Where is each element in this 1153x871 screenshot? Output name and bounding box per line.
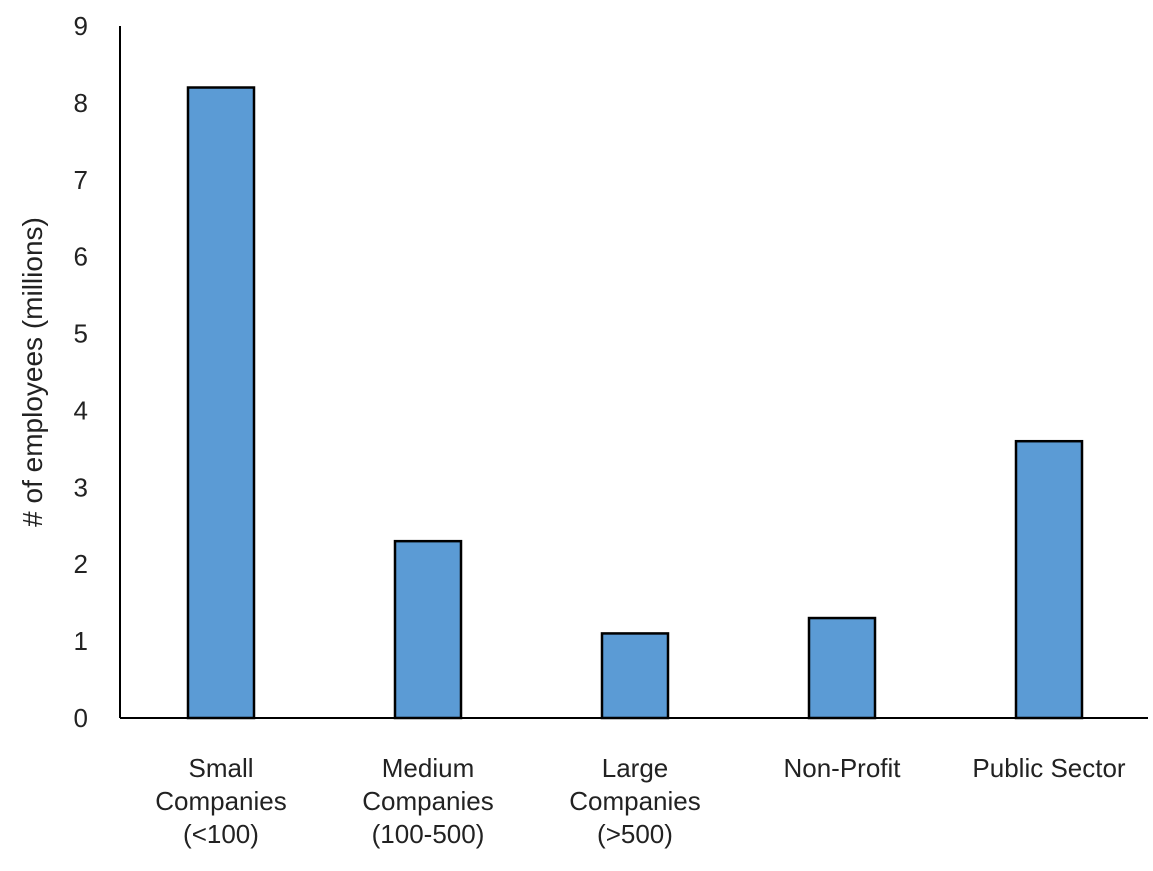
bar bbox=[600, 632, 670, 720]
x-category-label: Large Companies (>500) bbox=[569, 753, 701, 849]
y-tick-label: 5 bbox=[74, 319, 88, 349]
y-tick-label: 4 bbox=[74, 395, 88, 425]
x-category-label-line: Medium bbox=[382, 753, 474, 783]
x-category-label-line: Companies bbox=[362, 786, 494, 816]
x-category-label-line: Companies bbox=[569, 786, 701, 816]
y-tick-label: 6 bbox=[74, 242, 88, 272]
x-axis-labels: Small Companies (<100)Medium Companies (100-… bbox=[155, 753, 1126, 849]
y-tick-label: 9 bbox=[74, 11, 88, 41]
y-axis-ticks: 0 1 2 3 4 5 6 7 8 9 bbox=[74, 11, 88, 733]
y-tick-label: 0 bbox=[74, 703, 88, 733]
x-category-label-line: Non-Profit bbox=[783, 753, 901, 783]
x-category-label: Public Sector bbox=[972, 753, 1126, 783]
x-category-label-line: (>500) bbox=[597, 819, 673, 849]
x-category-label: Non-Profit bbox=[783, 753, 901, 783]
x-category-label: Medium Companies (100-500) bbox=[362, 753, 494, 849]
y-tick-label: 1 bbox=[74, 626, 88, 656]
y-axis-title: # of employees (millions) bbox=[17, 217, 48, 527]
bar bbox=[807, 616, 877, 720]
y-tick-label: 3 bbox=[74, 472, 88, 502]
bar bbox=[186, 86, 256, 720]
x-category-label-line: Small bbox=[188, 753, 253, 783]
y-tick-label: 7 bbox=[74, 165, 88, 195]
bar bbox=[393, 539, 463, 720]
bars bbox=[186, 86, 1084, 720]
y-tick-label: 8 bbox=[74, 88, 88, 118]
x-category-label-line: Public Sector bbox=[972, 753, 1126, 783]
y-tick-label: 2 bbox=[74, 549, 88, 579]
x-category-label-line: Large bbox=[602, 753, 669, 783]
x-category-label-line: (100-500) bbox=[372, 819, 485, 849]
bar bbox=[1014, 439, 1084, 720]
x-category-label-line: Companies bbox=[155, 786, 287, 816]
x-category-label-line: (<100) bbox=[183, 819, 259, 849]
x-category-label: Small Companies (<100) bbox=[155, 753, 287, 849]
